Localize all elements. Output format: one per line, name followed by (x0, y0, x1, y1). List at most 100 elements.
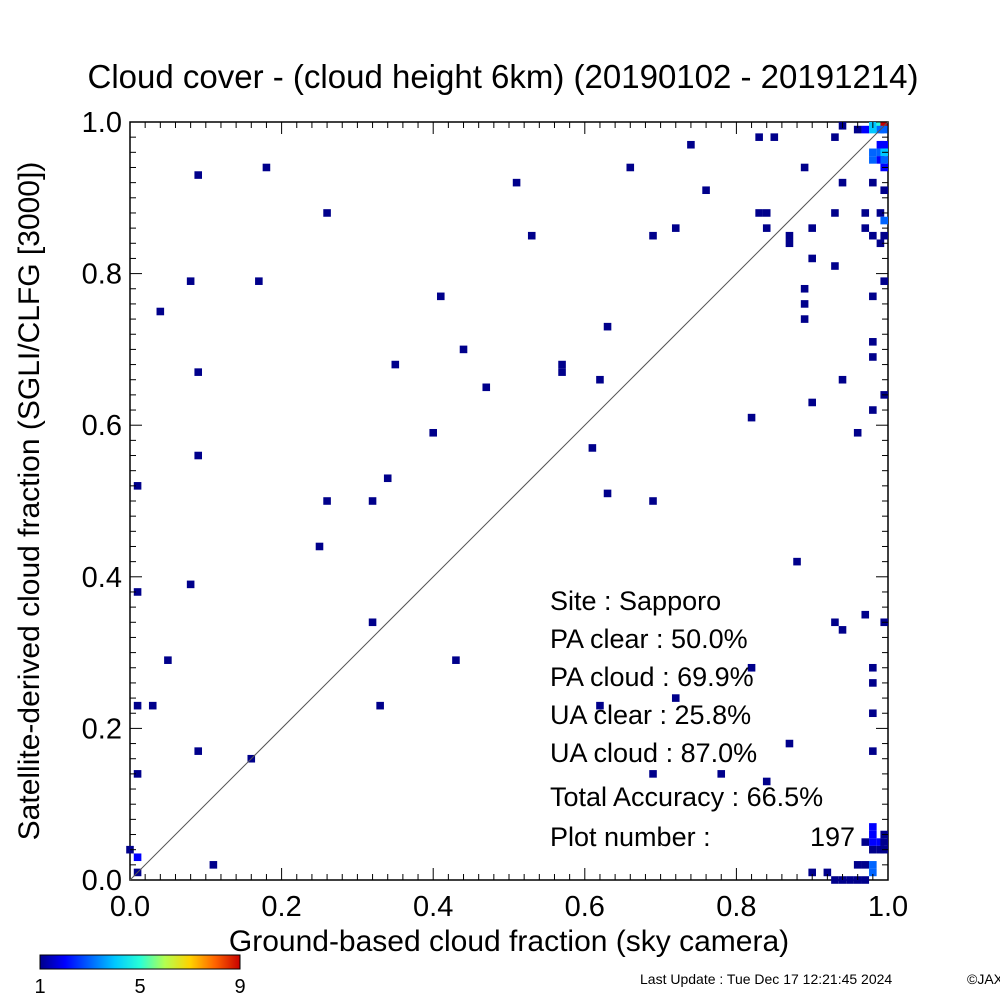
heatmap-cell (186, 580, 195, 589)
heatmap-cell (164, 656, 172, 664)
heatmap-cell (762, 777, 771, 786)
heatmap-cell (876, 209, 885, 217)
heatmap-cell (649, 497, 657, 505)
heatmap-cell (808, 868, 816, 877)
heatmap-cell (527, 231, 536, 240)
heatmap-cell (869, 709, 877, 718)
heatmap-cell (186, 277, 195, 285)
colorbar-labels: 1 5 9 (34, 976, 245, 998)
heatmap-cell (762, 224, 771, 232)
heatmap-cell (596, 701, 604, 710)
heatmap-cell (793, 557, 801, 566)
heatmap-cell (853, 428, 862, 437)
ua-clear-text: UA clear : 25.8% (550, 700, 751, 730)
heatmap-cell (869, 178, 877, 187)
heatmap-cell (785, 231, 794, 240)
heatmap-cell (194, 747, 203, 755)
pa-cloud-text: PA cloud : 69.9% (550, 662, 754, 692)
heatmap-cell (800, 300, 809, 308)
heatmap-cell (133, 482, 142, 490)
heatmap-cell (262, 163, 271, 172)
y-tick-label: 0.4 (82, 562, 122, 594)
copyright-text: ©JAXA (967, 971, 1000, 987)
chart-title: Cloud cover - (cloud height 6km) (201901… (88, 58, 919, 95)
x-tick-label: 0.4 (413, 891, 453, 923)
colorbar-tick-label: 1 (34, 976, 45, 998)
heatmap-cell (869, 156, 877, 164)
statistics-panel: Site : Sapporo PA clear : 50.0% PA cloud… (550, 586, 855, 852)
heatmap-cell (869, 830, 877, 839)
heatmap-cell (831, 133, 839, 141)
heatmap-cell (880, 186, 888, 195)
heatmap-cell (315, 542, 324, 551)
heatmap-cell (459, 345, 468, 354)
heatmap-cell (800, 284, 809, 293)
heatmap-cell (838, 626, 847, 634)
heatmap-cell (133, 853, 142, 862)
heatmap-cell (880, 277, 888, 285)
heatmap-cell (770, 133, 779, 141)
heatmap-cell (861, 838, 870, 846)
heatmap-cell (436, 292, 445, 301)
y-tick-label: 0.6 (82, 410, 122, 442)
heatmap-cell (133, 770, 142, 778)
colorbar-tick-label: 9 (234, 976, 245, 998)
x-tick-label: 0.2 (261, 891, 301, 923)
heatmap-cell (755, 209, 763, 217)
heatmap-cell (194, 171, 203, 179)
heatmap-cell (869, 845, 877, 854)
heatmap-cell (880, 125, 888, 134)
heatmap-cell (831, 209, 839, 217)
heatmap-cell (671, 224, 680, 232)
heatmap-cell (869, 353, 877, 361)
heatmap-cell (649, 770, 657, 778)
heatmap-cell (861, 876, 870, 884)
heatmap-cell (785, 239, 794, 248)
heatmap-cell (831, 876, 839, 884)
x-axis-ticks: 0.0 0.2 0.4 0.6 0.8 1.0 (110, 122, 908, 923)
heatmap-cell (880, 838, 888, 846)
heatmap-cell (368, 497, 377, 505)
heatmap-cell (880, 156, 888, 164)
heatmap-cell (869, 861, 877, 869)
heatmap-cell (808, 398, 816, 407)
total-accuracy-text: Total Accuracy : 66.5% (550, 782, 823, 812)
heatmap-cell (869, 838, 877, 846)
plot-number-value: 197 (810, 822, 855, 852)
colorbar (39, 954, 241, 970)
heatmap-cell (596, 375, 604, 384)
heatmap-cell (876, 239, 885, 248)
heatmap-cell (649, 231, 657, 240)
heatmap-cell (391, 360, 400, 369)
heatmap-cell (755, 133, 763, 141)
heatmap-cell (156, 307, 165, 316)
y-tick-label: 0.8 (82, 259, 122, 291)
heatmap-cell (133, 588, 142, 596)
heatmap-cell (785, 739, 794, 748)
heatmap-cell (861, 209, 870, 217)
one-to-one-diagonal-line (129, 121, 889, 881)
heatmap-cell (512, 178, 521, 187)
heatmap-cell (869, 125, 877, 134)
heatmap-cell (880, 140, 888, 149)
heatmap-cell (808, 224, 816, 232)
heatmap-cell (194, 368, 203, 376)
y-tick-label: 0.2 (82, 713, 122, 745)
heatmap-cell (717, 770, 726, 778)
heatmap-cell (880, 231, 888, 240)
heatmap-cell (853, 861, 862, 869)
heatmap-cell (323, 209, 331, 217)
heatmap-cell (869, 338, 877, 346)
x-axis-label: Ground-based cloud fraction (sky camera) (229, 925, 789, 958)
x-tick-label: 0.8 (716, 891, 756, 923)
heatmap-cell (687, 140, 695, 149)
heatmap-cell (869, 231, 877, 240)
heatmap-cell (671, 694, 680, 702)
x-tick-label: 0.6 (565, 891, 605, 923)
heatmap-cell (747, 663, 756, 672)
heatmap-cell (800, 315, 809, 323)
heatmap-cell (194, 451, 203, 460)
heatmap-cell (861, 610, 870, 619)
x-tick-label: 0.0 (110, 891, 150, 923)
